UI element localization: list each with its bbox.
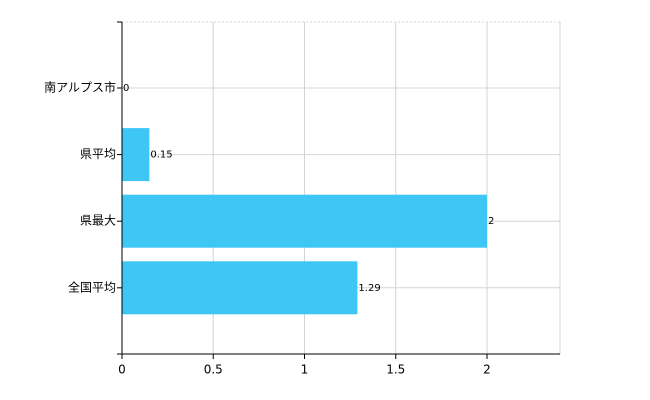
x-tick-label: 0: [118, 363, 126, 377]
x-tick-label: 0.5: [204, 363, 223, 377]
data-label: 2: [488, 216, 494, 227]
x-tick-label: 2: [483, 363, 491, 377]
bar: [122, 128, 150, 182]
bar: [122, 194, 487, 248]
x-tick-label: 1: [301, 363, 309, 377]
y-tick-label: 南アルプス市: [44, 80, 116, 95]
data-label: 0: [123, 83, 129, 94]
data-label: 0.15: [150, 150, 172, 161]
y-tick-label: 県最大: [80, 214, 116, 228]
y-tick-label: 全国平均: [68, 279, 116, 294]
bar: [122, 261, 358, 315]
y-tick-label: 県平均: [80, 147, 116, 161]
data-label: 1.29: [358, 283, 380, 294]
x-tick-label: 1.5: [386, 363, 405, 377]
